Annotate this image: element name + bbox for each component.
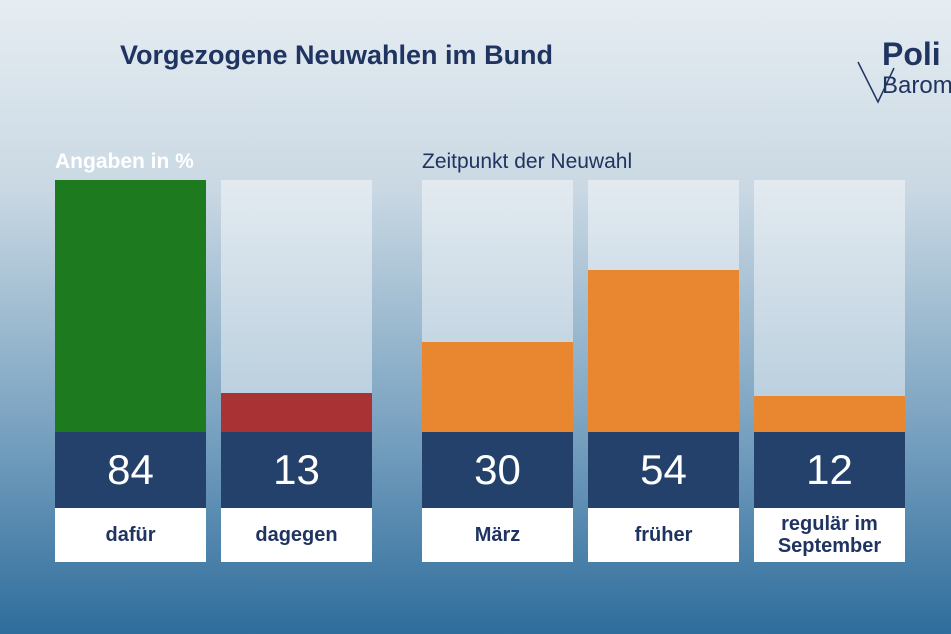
logo-mark: [857, 61, 895, 104]
bar-panel: [754, 180, 905, 432]
bar-panel: [221, 180, 372, 432]
category-label: März: [422, 508, 573, 562]
chart-subtitle: Zeitpunkt der Neuwahl: [422, 150, 633, 173]
bar: [55, 180, 206, 432]
value-label: 84: [55, 432, 206, 508]
bar: [754, 396, 905, 432]
bar: [588, 270, 739, 432]
logo-text: Barom: [882, 72, 951, 99]
category-label: dagegen: [221, 508, 372, 562]
page-title: Vorgezogene Neuwahlen im Bund: [120, 40, 554, 70]
value-label: 13: [221, 432, 372, 508]
chart-subtitle: Angaben in %: [55, 150, 194, 173]
logo-text: Poli: [882, 36, 941, 72]
value-label: 12: [754, 432, 905, 508]
bar: [422, 342, 573, 432]
value-label: 54: [588, 432, 739, 508]
value-label: 30: [422, 432, 573, 508]
category-label: dafür: [55, 508, 206, 562]
category-label: regulär im September: [754, 508, 905, 562]
category-label: früher: [588, 508, 739, 562]
bar: [221, 393, 372, 432]
